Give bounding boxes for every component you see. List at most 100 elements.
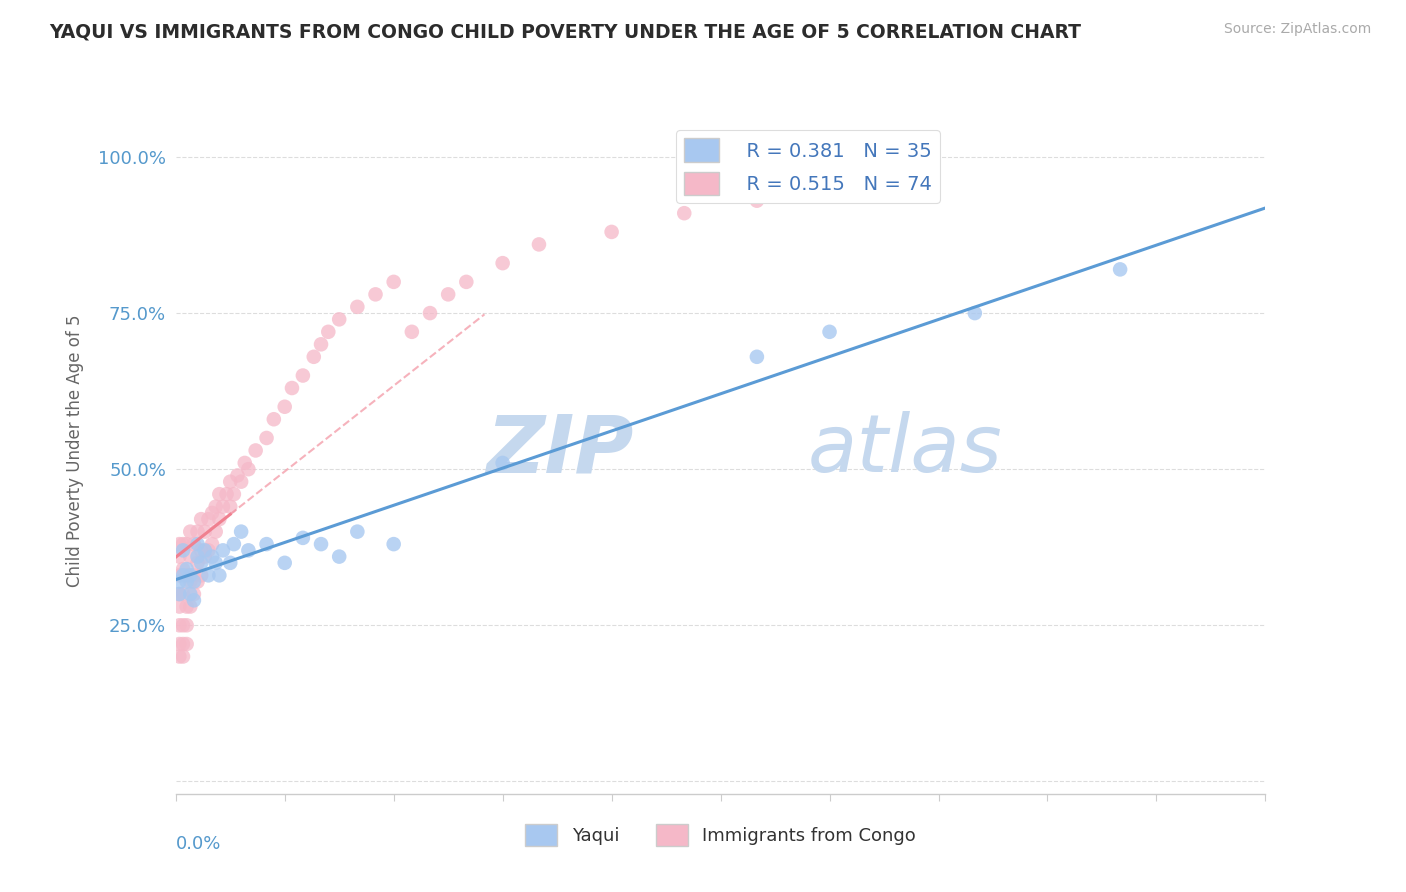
Point [194,543,217,558]
Point [364,287,387,301]
Point [492,456,515,470]
Point [204,524,226,539]
Point [186,524,209,539]
Point [176,618,198,632]
Point [169,549,191,564]
Point [401,325,423,339]
Point [263,412,285,426]
Point [194,524,217,539]
Point [309,537,332,551]
Point [219,556,242,570]
Point [179,599,201,614]
Point [183,593,205,607]
Point [245,443,267,458]
Point [274,556,297,570]
Point [169,618,191,632]
Point [219,500,242,514]
Point [256,431,278,445]
Point [176,537,198,551]
Text: YAQUI VS IMMIGRANTS FROM CONGO CHILD POVERTY UNDER THE AGE OF 5 CORRELATION CHAR: YAQUI VS IMMIGRANTS FROM CONGO CHILD POV… [49,22,1081,41]
Point [309,337,332,351]
Point [600,225,623,239]
Point [201,549,224,564]
Point [201,537,224,551]
Point [194,549,217,564]
Point [419,306,441,320]
Point [456,275,478,289]
Point [169,587,191,601]
Point [172,568,194,582]
Point [169,537,191,551]
Legend: Yaqui, Immigrants from Congo: Yaqui, Immigrants from Congo [517,817,924,854]
Point [169,649,191,664]
Point [183,568,205,582]
Point [179,549,201,564]
Point [891,175,914,189]
Point [318,325,340,339]
Point [169,574,191,589]
Point [190,512,212,526]
Point [190,556,212,570]
Point [215,487,238,501]
Point [186,549,209,564]
Point [328,312,350,326]
Point [208,512,231,526]
Point [382,537,405,551]
Point [179,574,201,589]
Point [745,350,768,364]
Point [169,568,191,582]
Point [190,543,212,558]
Point [208,568,231,582]
Point [281,381,304,395]
Point [197,568,219,582]
Point [233,456,256,470]
Point [212,500,235,514]
Point [197,543,219,558]
Point [169,637,191,651]
Point [169,587,191,601]
Text: ZIP: ZIP [486,411,633,490]
Point [179,587,201,601]
Point [169,599,191,614]
Point [186,574,209,589]
Text: atlas: atlas [807,411,1002,490]
Point [183,587,205,601]
Point [274,400,297,414]
Point [190,568,212,582]
Point [197,512,219,526]
Point [745,194,768,208]
Point [1109,262,1132,277]
Point [231,475,253,489]
Point [172,637,194,651]
Point [302,350,325,364]
Point [222,537,245,551]
Point [176,562,198,576]
Point [176,637,198,651]
Point [437,287,460,301]
Point [186,556,209,570]
Text: 0.0%: 0.0% [176,835,221,853]
Point [172,543,194,558]
Point [208,487,231,501]
Point [176,568,198,582]
Point [172,562,194,576]
Point [183,574,205,589]
Point [346,524,368,539]
Point [328,549,350,564]
Point [238,462,260,476]
Point [172,537,194,551]
Point [176,599,198,614]
Text: Source: ZipAtlas.com: Source: ZipAtlas.com [1223,22,1371,37]
Point [226,468,249,483]
Point [382,275,405,289]
Point [172,587,194,601]
Point [346,300,368,314]
Point [172,649,194,664]
Point [176,574,198,589]
Point [172,618,194,632]
Y-axis label: Child Poverty Under the Age of 5: Child Poverty Under the Age of 5 [66,314,84,587]
Point [492,256,515,270]
Point [222,487,245,501]
Point [673,206,696,220]
Point [291,368,314,383]
